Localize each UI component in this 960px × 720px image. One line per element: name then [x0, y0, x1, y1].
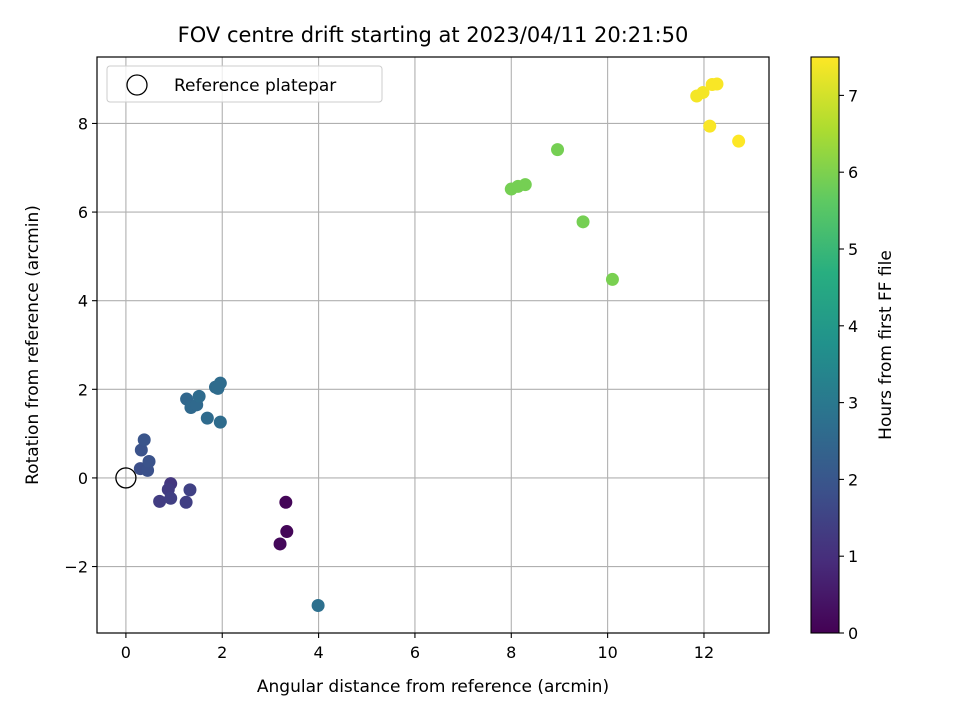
x-tick-label: 12	[694, 643, 714, 662]
legend-label-reference: Reference platepar	[174, 76, 336, 96]
y-tick-label: 4	[78, 292, 88, 311]
colorbar-label: Hours from first FF file	[876, 250, 896, 440]
reference-point	[115, 467, 137, 489]
y-axis-label: Rotation from reference (arcmin)	[23, 205, 43, 485]
scatter-point	[200, 411, 214, 425]
colorbar-tick-label: 6	[848, 163, 858, 182]
plot-frame	[96, 56, 770, 634]
y-tick-label: 2	[78, 380, 88, 399]
scatter-point	[192, 389, 206, 403]
scatter-point	[142, 455, 156, 469]
colorbar-gradient	[810, 56, 840, 634]
x-axis-label: Angular distance from reference (arcmin)	[257, 677, 609, 697]
chart-title: FOV centre drift starting at 2023/04/11 …	[178, 23, 689, 47]
scatter-point	[732, 134, 746, 148]
scatter-point	[213, 415, 227, 429]
x-tick-label: 0	[121, 643, 131, 662]
colorbar-tick-label: 2	[848, 470, 858, 489]
x-axis-ticks: 0 2 4 6 8 10 12	[121, 633, 714, 662]
colorbar-ticks: 0 1 2 3 4 5 6 7	[839, 86, 858, 643]
scatter-point	[280, 525, 294, 539]
scatter-point	[137, 433, 151, 447]
x-tick-label: 6	[410, 643, 420, 662]
scatter-point	[605, 272, 619, 286]
y-axis-ticks: −2 0 2 4 6 8	[64, 114, 97, 577]
scatter-point	[710, 77, 724, 91]
reference-marker	[115, 467, 137, 489]
x-tick-label: 2	[217, 643, 227, 662]
scatter-point	[273, 537, 287, 551]
legend-box	[106, 65, 383, 103]
scatter-point	[696, 85, 710, 99]
x-tick-label: 4	[313, 643, 323, 662]
data-points	[133, 77, 746, 613]
scatter-point	[183, 483, 197, 497]
scatter-point	[213, 376, 227, 390]
legend: Reference platepar	[106, 65, 383, 103]
grid	[97, 57, 769, 633]
colorbar-tick-label: 0	[848, 624, 858, 643]
y-tick-label: 8	[78, 114, 88, 133]
scatter-point	[518, 178, 532, 192]
scatter-point	[576, 215, 590, 229]
scatter-point	[153, 494, 167, 508]
scatter-point	[703, 119, 717, 133]
scatter-point	[551, 143, 565, 157]
scatter-point	[134, 443, 148, 457]
y-tick-label: 0	[78, 469, 88, 488]
colorbar-tick-label: 1	[848, 547, 858, 566]
y-tick-label: −2	[64, 558, 88, 577]
colorbar-tick-label: 5	[848, 240, 858, 259]
x-tick-label: 10	[597, 643, 617, 662]
scatter-point	[279, 495, 293, 509]
colorbar-tick-label: 7	[848, 86, 858, 105]
scatter-point	[179, 495, 193, 509]
y-tick-label: 6	[78, 203, 88, 222]
scatter-point	[164, 491, 178, 505]
scatter-point	[311, 599, 325, 613]
x-tick-label: 8	[506, 643, 516, 662]
legend-marker-reference	[126, 74, 148, 96]
colorbar-tick-label: 3	[848, 394, 858, 413]
colorbar-tick-label: 4	[848, 317, 858, 336]
colorbar: 0 1 2 3 4 5 6 7 Hours from first FF file	[810, 56, 896, 643]
